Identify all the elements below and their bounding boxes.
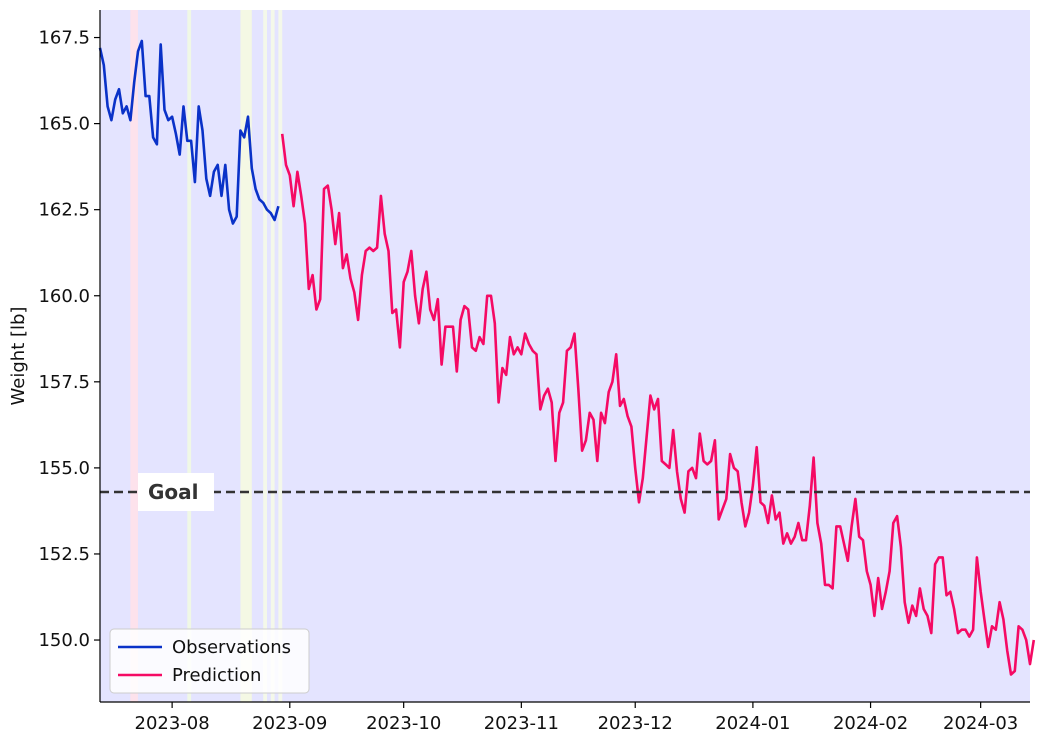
y-tick-label: 150.0	[38, 630, 90, 651]
series-lines	[98, 39, 1036, 676]
x-tick-label: 2024-01	[715, 713, 790, 734]
x-tick-label: 2023-10	[366, 713, 441, 734]
x-tick-label: 2024-03	[943, 713, 1018, 734]
y-tick-label: 157.5	[38, 372, 90, 393]
series-line-prediction	[280, 133, 1036, 676]
highlight-band-0	[130, 10, 138, 702]
highlight-band-1	[187, 10, 192, 702]
legend: Observations Prediction	[109, 628, 310, 694]
x-tick-label: 2024-02	[833, 713, 908, 734]
y-axis-ticks: 150.0 152.5 155.0 157.5 160.0 162.5 165.0 167.5	[38, 28, 100, 651]
legend-box	[109, 628, 310, 694]
y-tick-label: 167.5	[38, 28, 90, 49]
legend-label-prediction: Prediction	[172, 665, 261, 686]
y-tick-label: 152.5	[38, 544, 90, 565]
highlight-band-2	[240, 10, 252, 702]
highlight-bands	[130, 10, 283, 702]
x-tick-label: 2023-12	[598, 713, 673, 734]
y-tick-label: 162.5	[38, 200, 90, 221]
goal-label-box	[138, 472, 214, 511]
axes	[99, 10, 1030, 703]
y-tick-label: 165.0	[38, 114, 90, 135]
x-tick-label: 2023-11	[484, 713, 559, 734]
y-tick-label: 160.0	[38, 286, 90, 307]
goal-label: Goal	[148, 480, 199, 504]
x-tick-label: 2023-08	[135, 713, 210, 734]
y-axis-label: Weight [lb]	[8, 307, 29, 406]
highlight-band-4	[270, 10, 275, 702]
legend-label-observations: Observations	[172, 637, 291, 658]
highlight-band-5	[278, 10, 283, 702]
y-tick-label: 155.0	[38, 458, 90, 479]
x-axis-ticks: 2023-08 2023-09 2023-10 2023-11 2023-12 2024-…	[135, 702, 1018, 734]
x-tick-label: 2023-09	[252, 713, 327, 734]
highlight-band-3	[263, 10, 268, 702]
series-line-observations	[98, 39, 280, 225]
plot-background	[100, 10, 1030, 702]
